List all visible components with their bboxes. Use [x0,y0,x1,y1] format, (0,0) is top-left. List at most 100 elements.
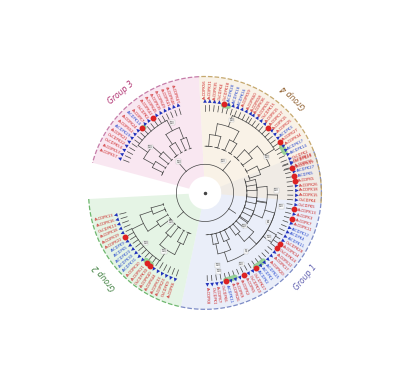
Text: 100: 100 [239,262,244,266]
Text: AsCDPK14: AsCDPK14 [281,244,300,259]
Polygon shape [263,122,266,126]
Text: 100: 100 [274,188,279,193]
Text: OsCDPK9: OsCDPK9 [161,279,172,297]
Polygon shape [217,100,221,104]
Wedge shape [181,149,322,309]
Text: OsCDPK18: OsCDPK18 [293,153,313,163]
Text: AsCDPK27: AsCDPK27 [282,128,300,142]
Polygon shape [119,227,123,230]
Text: AsCDPK15: AsCDPK15 [272,114,290,130]
Text: AtCDPK9: AtCDPK9 [110,241,126,253]
Text: 100: 100 [265,155,269,159]
Text: AsCDPK18: AsCDPK18 [299,188,318,193]
Polygon shape [236,105,239,109]
Polygon shape [229,279,232,283]
Polygon shape [144,122,147,126]
Polygon shape [295,198,298,202]
Text: AsCDPK7: AsCDPK7 [294,218,312,227]
Text: AsCDPK42: AsCDPK42 [138,99,153,117]
Polygon shape [208,99,212,103]
Text: OsCDPK13: OsCDPK13 [97,223,117,234]
Text: 100: 100 [221,159,226,163]
Text: AsCDPK56: AsCDPK56 [203,79,207,99]
Text: AsCDPK13: AsCDPK13 [297,208,317,215]
Polygon shape [258,263,262,267]
Polygon shape [288,157,292,161]
Text: 100: 100 [266,235,271,240]
Text: AsCDPK10: AsCDPK10 [126,260,142,277]
Wedge shape [92,77,204,189]
Text: AsCDPK31: AsCDPK31 [208,79,213,99]
Text: 100: 100 [242,224,246,228]
Text: AsCDPK3: AsCDPK3 [296,213,314,221]
Text: AtCDPK14: AtCDPK14 [125,110,141,127]
Text: 100: 100 [162,249,166,254]
Text: AsCDPK13: AsCDPK13 [94,214,114,222]
Text: OsCDPK28: OsCDPK28 [284,240,303,254]
Text: AtCDPK20: AtCDPK20 [115,249,132,264]
Text: AsCDPK19: AsCDPK19 [295,160,315,169]
Text: AsCDPK6: AsCDPK6 [167,281,176,299]
Polygon shape [246,271,250,275]
Text: OsCDPK10: OsCDPK10 [248,275,261,294]
Text: AtCDPK17: AtCDPK17 [287,138,306,151]
Polygon shape [170,276,173,280]
Text: OsCDPK2: OsCDPK2 [291,149,309,160]
Polygon shape [147,119,151,123]
Text: AsCDPK26: AsCDPK26 [230,282,239,303]
Text: AsCDPK25: AsCDPK25 [276,118,293,134]
Polygon shape [284,149,288,152]
Text: AsCDPK33: AsCDPK33 [150,275,163,294]
Text: AsCDPK15: AsCDPK15 [299,193,318,198]
Text: AsCDPK46: AsCDPK46 [164,86,175,105]
Polygon shape [244,109,248,113]
Text: AsCDPK19: AsCDPK19 [102,232,122,244]
Text: AtCDPK31: AtCDPK31 [122,257,139,273]
Polygon shape [130,136,134,140]
Text: AsCDPK11: AsCDPK11 [130,264,146,281]
Polygon shape [231,104,235,108]
Polygon shape [157,269,160,274]
Polygon shape [259,119,263,123]
Polygon shape [134,251,138,254]
Polygon shape [155,113,159,117]
Polygon shape [115,217,119,221]
Text: AsCDPK45: AsCDPK45 [143,96,157,114]
Text: OsCDPK27: OsCDPK27 [252,272,266,291]
Text: OsCDPK18: OsCDPK18 [222,81,231,101]
Text: AsCDPK5: AsCDPK5 [298,176,316,183]
Text: AtCDPK2: AtCDPK2 [256,269,269,285]
Text: AsCDPK55: AsCDPK55 [257,99,272,117]
Text: AsCDPK2: AsCDPK2 [239,279,250,296]
Text: AsCDPK52: AsCDPK52 [117,118,134,134]
Polygon shape [290,162,294,165]
Text: AsCDPK9: AsCDPK9 [234,281,244,298]
Text: AsCDPK53: AsCDPK53 [101,143,121,155]
Text: AsCDPK40: AsCDPK40 [140,270,154,288]
Text: AsCDPK17: AsCDPK17 [269,110,285,127]
Polygon shape [174,278,177,282]
Text: AsCDPK7: AsCDPK7 [215,286,222,303]
Text: OsCDPK54: OsCDPK54 [104,138,123,151]
Polygon shape [272,250,276,254]
Text: Group 2: Group 2 [92,262,118,291]
Polygon shape [114,213,118,217]
Polygon shape [233,277,237,282]
Wedge shape [199,76,322,203]
Text: OsCDPK23: OsCDPK23 [293,154,314,164]
Polygon shape [210,283,214,286]
Text: 100: 100 [229,118,234,122]
Text: OsCDPK2: OsCDPK2 [135,104,149,120]
Text: 100: 100 [216,269,221,274]
Text: 100: 100 [168,220,173,224]
Polygon shape [281,238,285,242]
Text: AsCDPK16: AsCDPK16 [96,219,116,228]
Polygon shape [133,133,137,136]
Polygon shape [160,111,163,115]
Text: OsCDPK1: OsCDPK1 [210,286,216,304]
Text: AtCDPK27: AtCDPK27 [296,165,315,173]
Text: 100: 100 [216,263,220,267]
Text: Group 4: Group 4 [280,84,308,111]
Text: AtCDPK12: AtCDPK12 [291,227,310,238]
Polygon shape [220,281,223,285]
